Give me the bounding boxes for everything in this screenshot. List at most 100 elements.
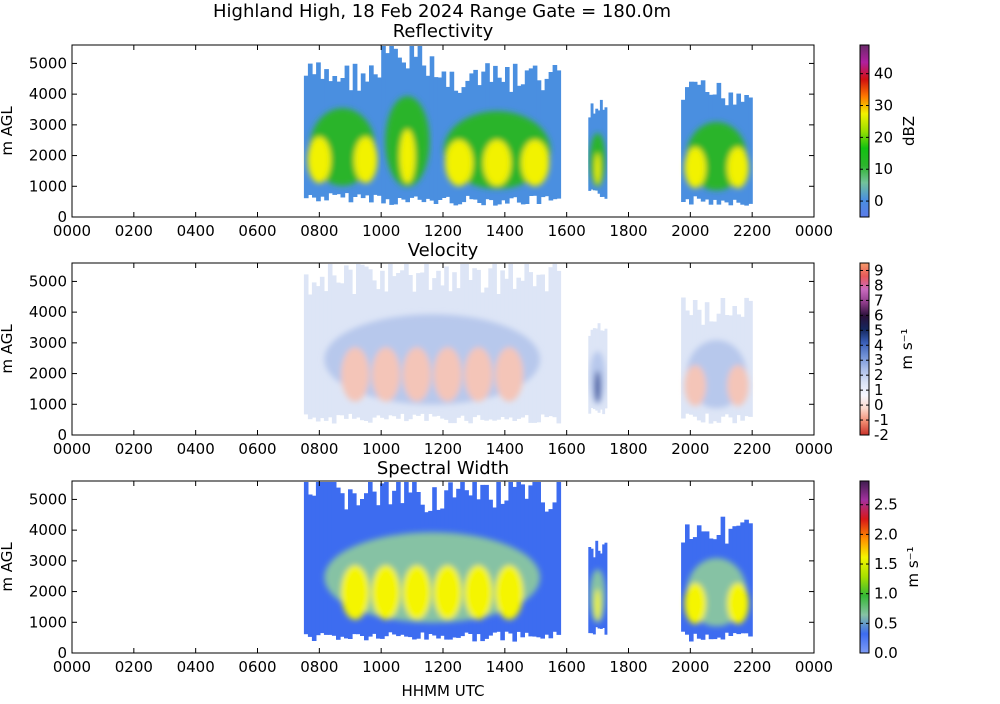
spectral-width-echo-strip [311, 495, 317, 641]
spectral-width-echo-high [727, 583, 749, 624]
velocity-echo-column [303, 264, 562, 424]
figure-xlabel: HHMM UTC [402, 682, 485, 700]
reflectivity-xtick-label: 1200 [424, 222, 462, 240]
reflectivity-title: Reflectivity [393, 21, 494, 42]
reflectivity-panel: Reflectivity 0000 0200 0400 0600 0800 1000 120… [0, 21, 918, 240]
spectral-width-xtick-label: 1000 [362, 658, 400, 676]
reflectivity-xtick-label: 0800 [300, 222, 338, 240]
velocity-echo-high [464, 347, 493, 402]
reflectivity-xtick-label: 2000 [671, 222, 709, 240]
velocity-ytick-label: 2000 [29, 365, 67, 383]
reflectivity-echo-high [307, 136, 331, 184]
velocity-echo-high [594, 370, 601, 403]
velocity-colorbar-label: m s⁻¹ [898, 328, 916, 369]
reflectivity-echo-column [433, 63, 562, 206]
velocity-cb-tick-label: 0 [874, 396, 884, 414]
velocity-ytick-label: 0 [57, 426, 67, 444]
velocity-xtick-label: 0000 [53, 440, 91, 458]
spectral-width-title: Spectral Width [377, 458, 509, 479]
velocity-cb-tick-label: 2 [874, 366, 884, 384]
velocity-cb-tick-label: -2 [874, 426, 889, 444]
reflectivity-xtick-label: 1400 [486, 222, 524, 240]
reflectivity-ylabel: m AGL [0, 106, 16, 156]
spectral-width-echo-field [303, 482, 753, 642]
reflectivity-ytick-label: 1000 [29, 177, 67, 195]
reflectivity-colorbar [859, 44, 870, 218]
velocity-echo-strip [327, 264, 333, 418]
reflectivity-xtick-label: 1800 [609, 222, 647, 240]
spectral-width-xtick-label: 0800 [300, 658, 338, 676]
reflectivity-echo-strip [433, 77, 439, 204]
velocity-ylabel: m AGL [0, 324, 16, 374]
spectral-width-xtick-label: 0600 [238, 658, 276, 676]
reflectivity-echo-strip [381, 46, 386, 204]
velocity-echo-strip [552, 264, 558, 418]
reflectivity-echo-strip [681, 99, 686, 202]
reflectivity-cb-tick-label: 20 [874, 128, 893, 146]
reflectivity-echo-high [354, 136, 378, 184]
spectral-width-echo-strip [307, 494, 313, 637]
spectral-width-echo-strip [303, 482, 309, 635]
reflectivity-echo-high [594, 152, 601, 185]
velocity-echo-core [684, 340, 749, 409]
spectral-width-xtick-label: 2200 [733, 658, 771, 676]
velocity-echo-strip [744, 297, 749, 417]
spectral-width-echo-strip [327, 482, 333, 635]
reflectivity-echo-strip [437, 77, 443, 200]
velocity-echo-column [681, 297, 753, 424]
reflectivity-echo-strip [604, 107, 608, 199]
velocity-echo-core [324, 314, 540, 405]
velocity-title: Velocity [408, 240, 479, 261]
spectral-width-cb-tick-label: 0.5 [874, 614, 898, 632]
reflectivity-xtick-label: 1000 [362, 222, 400, 240]
velocity-echo-strip [685, 310, 690, 414]
spectral-width-ytick-label: 1000 [29, 613, 67, 631]
spectral-width-ytick-label: 2000 [29, 583, 67, 601]
velocity-xtick-label: 0200 [115, 440, 153, 458]
spectral-width-xtick-label: 1800 [609, 658, 647, 676]
velocity-xtick-label: 2200 [733, 440, 771, 458]
spectral-width-cb-tick-label: 2.0 [874, 525, 898, 543]
reflectivity-ticks: 0000 0200 0400 0600 0800 1000 1200 1400 1600 1800… [29, 45, 833, 240]
spectral-width-echo-strip [319, 482, 325, 634]
spectral-width-echo-core [324, 532, 540, 623]
reflectivity-ytick-label: 5000 [29, 54, 67, 72]
velocity-cb-tick-label: 5 [874, 321, 884, 339]
spectral-width-echo-high [684, 583, 706, 624]
velocity-ytick-label: 1000 [29, 395, 67, 413]
reflectivity-ytick-label: 0 [57, 208, 67, 226]
reflectivity-echo-strip [429, 56, 435, 201]
spectral-width-xtick-label: 0400 [177, 658, 215, 676]
spectral-width-echo-strip [556, 482, 562, 635]
spectral-width-panel: Spectral Width 0000 0200 0400 0600 0800 1000 1… [0, 458, 922, 676]
velocity-echo-strip [311, 282, 317, 418]
velocity-ytick-label: 4000 [29, 303, 67, 321]
reflectivity-echo-core [684, 122, 749, 191]
spectral-width-echo-strip [544, 511, 549, 635]
velocity-colorbar [859, 262, 870, 436]
velocity-xtick-label: 0000 [795, 440, 833, 458]
velocity-xtick-label: 1000 [362, 440, 400, 458]
reflectivity-cb-tick-label: 30 [874, 97, 893, 115]
reflectivity-echo-field [303, 46, 753, 206]
reflectivity-echo-strip [588, 117, 592, 191]
velocity-cb-tick-label: 1 [874, 381, 884, 399]
spectral-width-cb-tick-label: 1.5 [874, 555, 898, 573]
reflectivity-cb-tick-label: 0 [874, 192, 884, 210]
spectral-width-colorbar-label: m s⁻¹ [904, 546, 922, 587]
reflectivity-cb-tick-label: 10 [874, 160, 893, 178]
spectral-width-ylabel: m AGL [0, 542, 16, 592]
velocity-echo-column [588, 323, 608, 415]
reflectivity-colorbar-label: dBZ [900, 116, 918, 146]
spectral-width-cb-tick-label: 1.0 [874, 585, 898, 603]
spectral-width-echo-high [433, 565, 462, 620]
spectral-width-xtick-label: 2000 [671, 658, 709, 676]
reflectivity-echo-high [483, 139, 512, 187]
velocity-cb-tick-label: 9 [874, 261, 884, 279]
spectral-width-cb-tick-label: 2.5 [874, 496, 898, 514]
spectral-width-echo-strip [540, 502, 545, 639]
velocity-xtick-label: 1800 [609, 440, 647, 458]
velocity-cb-tick-label: 8 [874, 276, 884, 294]
